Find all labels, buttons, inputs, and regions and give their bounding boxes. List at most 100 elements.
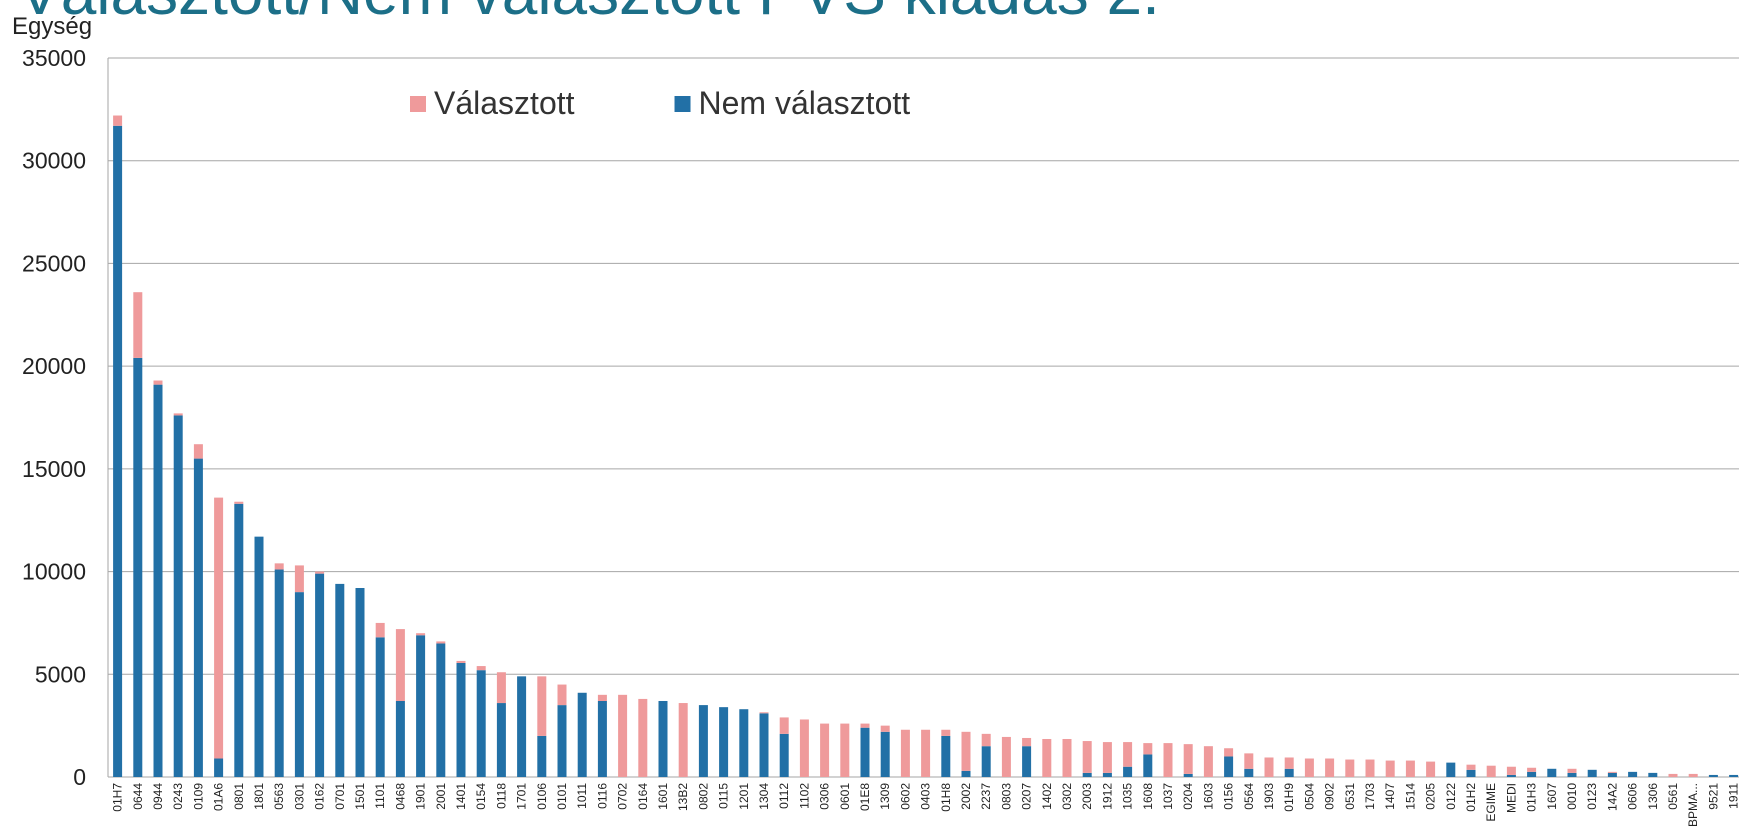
bar-segment bbox=[1264, 757, 1274, 777]
x-tick-label: 0606 bbox=[1626, 783, 1640, 810]
x-tick-label: 01H7 bbox=[111, 783, 125, 812]
bar-segment bbox=[355, 588, 365, 777]
x-tick-label: 0701 bbox=[333, 783, 347, 810]
x-tick-label: 0301 bbox=[292, 783, 306, 810]
x-tick-label: 0116 bbox=[595, 783, 609, 809]
bar-segment bbox=[921, 729, 931, 777]
bar-segment bbox=[1123, 766, 1133, 777]
bar-segment bbox=[214, 758, 224, 777]
x-tick-label: 2003 bbox=[1080, 783, 1094, 810]
y-tick-label: 10000 bbox=[22, 559, 86, 585]
bar-segment bbox=[1102, 742, 1112, 773]
x-tick-label: 1912 bbox=[1100, 783, 1114, 810]
bar-segment bbox=[860, 723, 870, 728]
bar-segment bbox=[234, 503, 244, 777]
bar-segment bbox=[1466, 769, 1476, 777]
bar-segment bbox=[1163, 743, 1173, 777]
bar-segment bbox=[395, 629, 405, 701]
x-tick-label: 2001 bbox=[434, 783, 448, 810]
bar-segment bbox=[739, 709, 749, 777]
x-tick-label: 0468 bbox=[393, 783, 407, 810]
bar-segment bbox=[1082, 772, 1092, 777]
x-tick-label: BPMA... bbox=[1686, 783, 1700, 827]
y-tick-label: 15000 bbox=[22, 456, 86, 482]
x-tick-label: 0561 bbox=[1666, 783, 1680, 810]
x-tick-label: 0801 bbox=[232, 783, 246, 810]
bar-segment bbox=[698, 705, 708, 777]
bar-segment bbox=[1607, 772, 1617, 777]
x-tick-label: 0944 bbox=[151, 783, 165, 810]
bar-segment bbox=[1022, 746, 1032, 777]
bar-segment bbox=[214, 497, 224, 759]
y-axis-label: Egység bbox=[12, 13, 92, 40]
bar-segment bbox=[981, 746, 991, 777]
bar-segment bbox=[941, 735, 951, 777]
bar-segment bbox=[1143, 743, 1153, 755]
x-tick-label: 0205 bbox=[1424, 783, 1438, 810]
x-tick-label: 1309 bbox=[878, 783, 892, 810]
bar-segment bbox=[840, 723, 850, 777]
x-tick-label: 0112 bbox=[777, 783, 791, 809]
x-tick-label: 1201 bbox=[737, 783, 751, 810]
bar-segment bbox=[597, 694, 607, 701]
bar-segment bbox=[658, 700, 668, 777]
bar-segment bbox=[1567, 768, 1577, 773]
bar-segment bbox=[557, 684, 567, 706]
x-tick-label: 1901 bbox=[414, 783, 428, 810]
x-tick-label: 1703 bbox=[1363, 783, 1377, 810]
x-tick-label: 1037 bbox=[1161, 783, 1175, 810]
bar-segment bbox=[1284, 757, 1294, 769]
x-tick-label: 1701 bbox=[515, 783, 529, 810]
x-tick-label: MEDI bbox=[1504, 783, 1518, 813]
bar-segment bbox=[476, 670, 486, 777]
bar-segment bbox=[1547, 768, 1557, 777]
bar-segment bbox=[1082, 741, 1092, 773]
bar-segment bbox=[1668, 773, 1678, 777]
bar-segment bbox=[981, 733, 991, 747]
x-tick-label: 0702 bbox=[616, 783, 630, 810]
bar-segment bbox=[1486, 765, 1496, 777]
bar-segment bbox=[597, 700, 607, 777]
x-tick-label: 0902 bbox=[1323, 783, 1337, 810]
bar-segment bbox=[719, 707, 729, 777]
bar-segment bbox=[476, 666, 486, 671]
bar-segment bbox=[456, 662, 466, 777]
x-tick-label: 1603 bbox=[1201, 783, 1215, 810]
bar-segment bbox=[1446, 762, 1456, 777]
bar-segment bbox=[496, 672, 506, 704]
bar-segment bbox=[880, 731, 890, 777]
x-tick-label: 1601 bbox=[656, 783, 670, 810]
bar-segment bbox=[517, 676, 527, 777]
bar-segment bbox=[799, 719, 809, 777]
x-tick-label: 0644 bbox=[131, 783, 145, 810]
y-tick-label: 20000 bbox=[22, 353, 86, 379]
bar-segment bbox=[1708, 774, 1718, 777]
x-tick-label: 01E8 bbox=[858, 783, 872, 811]
bar-segment bbox=[860, 727, 870, 777]
bar-segment bbox=[254, 536, 264, 777]
x-tick-label: 0115 bbox=[717, 783, 731, 809]
bar-segment bbox=[456, 660, 466, 663]
bar-segment bbox=[1567, 772, 1577, 777]
x-tick-label: 1501 bbox=[353, 783, 367, 810]
bar-segment bbox=[1183, 744, 1193, 774]
bar-segment bbox=[1648, 772, 1658, 777]
bar-segment bbox=[416, 633, 426, 636]
bar-segment bbox=[496, 703, 506, 777]
y-tick-label: 5000 bbox=[35, 661, 86, 687]
bar-segment bbox=[1123, 742, 1133, 767]
bar-segment bbox=[779, 717, 789, 734]
legend-label: Nem választott bbox=[699, 85, 911, 121]
bar-segment bbox=[1729, 774, 1739, 777]
x-tick-label: 1306 bbox=[1646, 783, 1660, 810]
x-tick-label: 14A2 bbox=[1605, 783, 1619, 811]
x-tick-label: 01H3 bbox=[1525, 783, 1539, 812]
x-tick-label: 1903 bbox=[1262, 783, 1276, 810]
bar-segment bbox=[416, 635, 426, 777]
bar-segment bbox=[557, 705, 567, 777]
chart-title: Választott/Nem választott PVS kiadás 2. bbox=[18, 0, 1160, 28]
x-tick-label: 1401 bbox=[454, 783, 468, 810]
bar-segment bbox=[1426, 761, 1436, 777]
bar-segment bbox=[1001, 736, 1011, 777]
bar-segment bbox=[1244, 753, 1254, 769]
